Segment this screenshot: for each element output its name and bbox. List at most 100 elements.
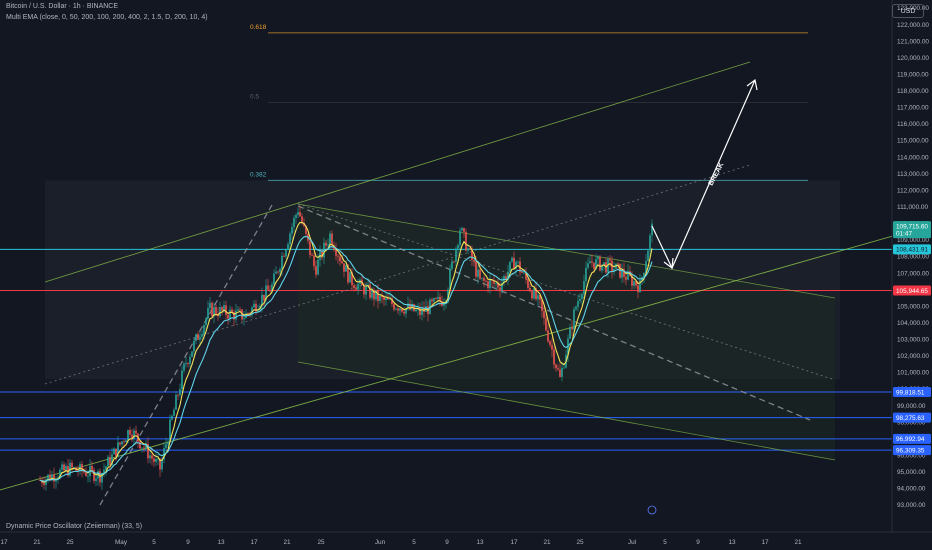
- currency-button[interactable]: USD: [892, 4, 924, 18]
- candle-body: [201, 334, 203, 337]
- ema-fast-line: [39, 221, 653, 483]
- candle-body: [159, 458, 161, 470]
- price-tick: 120,000.00: [897, 55, 929, 62]
- candle-body: [621, 269, 623, 278]
- candle-body: [175, 394, 177, 410]
- candle-body: [101, 472, 103, 483]
- candle-body: [345, 265, 347, 272]
- price-tick: 121,000.00: [897, 38, 929, 45]
- candle-body: [613, 268, 615, 271]
- candle-body: [609, 259, 611, 261]
- price-badge: [893, 244, 931, 255]
- candle-body: [601, 264, 603, 271]
- horizontal-levels: 0.618 0.5 0.382: [0, 24, 892, 451]
- candle-body: [281, 255, 283, 269]
- candle-body: [599, 256, 601, 271]
- event-marker-icon: [647, 505, 657, 515]
- candle-body: [277, 271, 279, 273]
- candle-body: [557, 368, 559, 370]
- candle-body: [337, 255, 339, 257]
- mid-dotted-line: [44, 164, 751, 385]
- candle-body: [195, 334, 197, 341]
- rally-dashed-line: [99, 204, 273, 506]
- oscillator-title[interactable]: Dynamic Price Oscillator (Zeiierman) (33…: [6, 523, 143, 530]
- candle-body: [559, 369, 561, 377]
- candle-body: [523, 272, 525, 274]
- candle-body: [551, 344, 553, 350]
- candle-body: [331, 233, 333, 246]
- candle-body: [213, 306, 215, 317]
- candle-body: [539, 295, 541, 301]
- candle-body: [253, 303, 255, 308]
- price-tick: 114,000.00: [897, 154, 929, 161]
- candle-body: [579, 298, 581, 302]
- candle-body: [97, 471, 99, 479]
- candle-body: [295, 214, 297, 218]
- candle-body: [135, 430, 137, 434]
- candle-body: [241, 309, 243, 320]
- price-tick: 109,000.00: [897, 237, 929, 244]
- candle-body: [153, 458, 155, 462]
- candle-body: [649, 235, 651, 251]
- candle-body: [577, 301, 579, 307]
- candle-body: [115, 448, 117, 457]
- candle-body: [105, 466, 107, 470]
- candle-body: [291, 227, 293, 234]
- candle-body: [531, 291, 533, 299]
- candle-body: [553, 349, 555, 365]
- candle-body: [251, 307, 253, 314]
- candle-body: [297, 212, 299, 215]
- candle-body: [163, 448, 165, 460]
- candle-body: [421, 307, 423, 315]
- symbol-title[interactable]: Bitcoin / U.S. Dollar · 1h · BINANCE: [6, 3, 119, 10]
- candle-body: [233, 312, 235, 320]
- price-badge: [893, 285, 931, 296]
- candle-body: [63, 464, 65, 471]
- candle-body: [627, 271, 629, 280]
- candle-body: [239, 309, 241, 311]
- candle-body: [149, 455, 151, 459]
- candle-body: [283, 255, 285, 257]
- candle-body: [583, 281, 585, 295]
- price-tick: 112,000.00: [897, 187, 929, 194]
- channel-fill: [298, 204, 835, 460]
- candle-body: [363, 285, 365, 295]
- candle-body: [235, 310, 237, 320]
- price-tick: 96,000.00: [897, 453, 926, 460]
- candle-body: [133, 430, 135, 439]
- price-tick: 115,000.00: [897, 138, 929, 145]
- candle-body: [125, 440, 127, 443]
- candle-body: [165, 444, 167, 449]
- price-badge-label: 96,309.35: [896, 447, 925, 454]
- candle-body: [371, 289, 373, 298]
- candle-body: [581, 294, 583, 299]
- time-tick: 25: [317, 539, 325, 546]
- candle-body: [169, 419, 171, 442]
- candle-body: [541, 300, 543, 311]
- fib-label: 0.382: [250, 171, 267, 178]
- price-tick: 118,000.00: [897, 88, 929, 95]
- candle-body: [259, 305, 261, 310]
- candle-body: [385, 297, 387, 300]
- candle-body: [161, 459, 163, 470]
- candle-body: [465, 231, 467, 251]
- candle-body: [51, 474, 53, 481]
- price-tick: 103,000.00: [897, 337, 929, 344]
- indicator-title[interactable]: Multi EMA (close, 0, 50, 200, 100, 200, …: [6, 14, 208, 21]
- price-tick: 117,000.00: [897, 105, 929, 112]
- candle-body: [525, 272, 527, 280]
- ema-slow-line: [39, 235, 653, 482]
- price-tick: 123,000.00: [897, 5, 929, 12]
- candle-body: [335, 250, 337, 256]
- candle-body: [389, 298, 391, 300]
- candle-body: [383, 297, 385, 300]
- candle-body: [377, 290, 379, 302]
- candle-body: [455, 248, 457, 262]
- candle-body: [237, 309, 239, 311]
- candle-body: [329, 233, 331, 245]
- candle-body: [643, 272, 645, 278]
- falling-wedge-bottom: [297, 361, 836, 461]
- candle-body: [365, 286, 367, 295]
